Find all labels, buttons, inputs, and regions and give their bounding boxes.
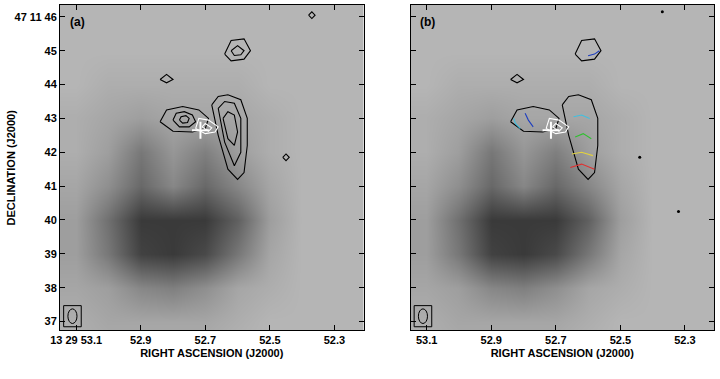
svg-text:RIGHT ASCENSION (J2000): RIGHT ASCENSION (J2000) — [140, 347, 284, 359]
svg-text:(a): (a) — [70, 15, 85, 29]
svg-text:52.9: 52.9 — [130, 334, 151, 346]
svg-text:39: 39 — [45, 248, 57, 260]
svg-text:41: 41 — [45, 180, 57, 192]
svg-text:37: 37 — [45, 315, 57, 327]
svg-text:53.1: 53.1 — [416, 334, 437, 346]
svg-text:52.7: 52.7 — [195, 334, 216, 346]
svg-text:(b): (b) — [420, 15, 435, 29]
svg-text:52.5: 52.5 — [610, 334, 631, 346]
svg-text:43: 43 — [45, 112, 57, 124]
svg-text:13 29 53.1: 13 29 53.1 — [50, 334, 102, 346]
svg-text:52.5: 52.5 — [259, 334, 280, 346]
svg-text:RIGHT ASCENSION (J2000): RIGHT ASCENSION (J2000) — [491, 347, 635, 359]
svg-text:45: 45 — [45, 45, 57, 57]
svg-text:52.9: 52.9 — [481, 334, 502, 346]
svg-text:42: 42 — [45, 146, 57, 158]
svg-text:52.3: 52.3 — [324, 334, 345, 346]
svg-text:47 11 46: 47 11 46 — [15, 11, 57, 23]
svg-text:52.3: 52.3 — [674, 334, 695, 346]
svg-text:40: 40 — [45, 214, 57, 226]
svg-text:44: 44 — [45, 78, 58, 90]
svg-text:52.7: 52.7 — [545, 334, 566, 346]
svg-text:38: 38 — [45, 282, 57, 294]
svg-text:DECLINATION (J2000): DECLINATION (J2000) — [5, 110, 17, 226]
